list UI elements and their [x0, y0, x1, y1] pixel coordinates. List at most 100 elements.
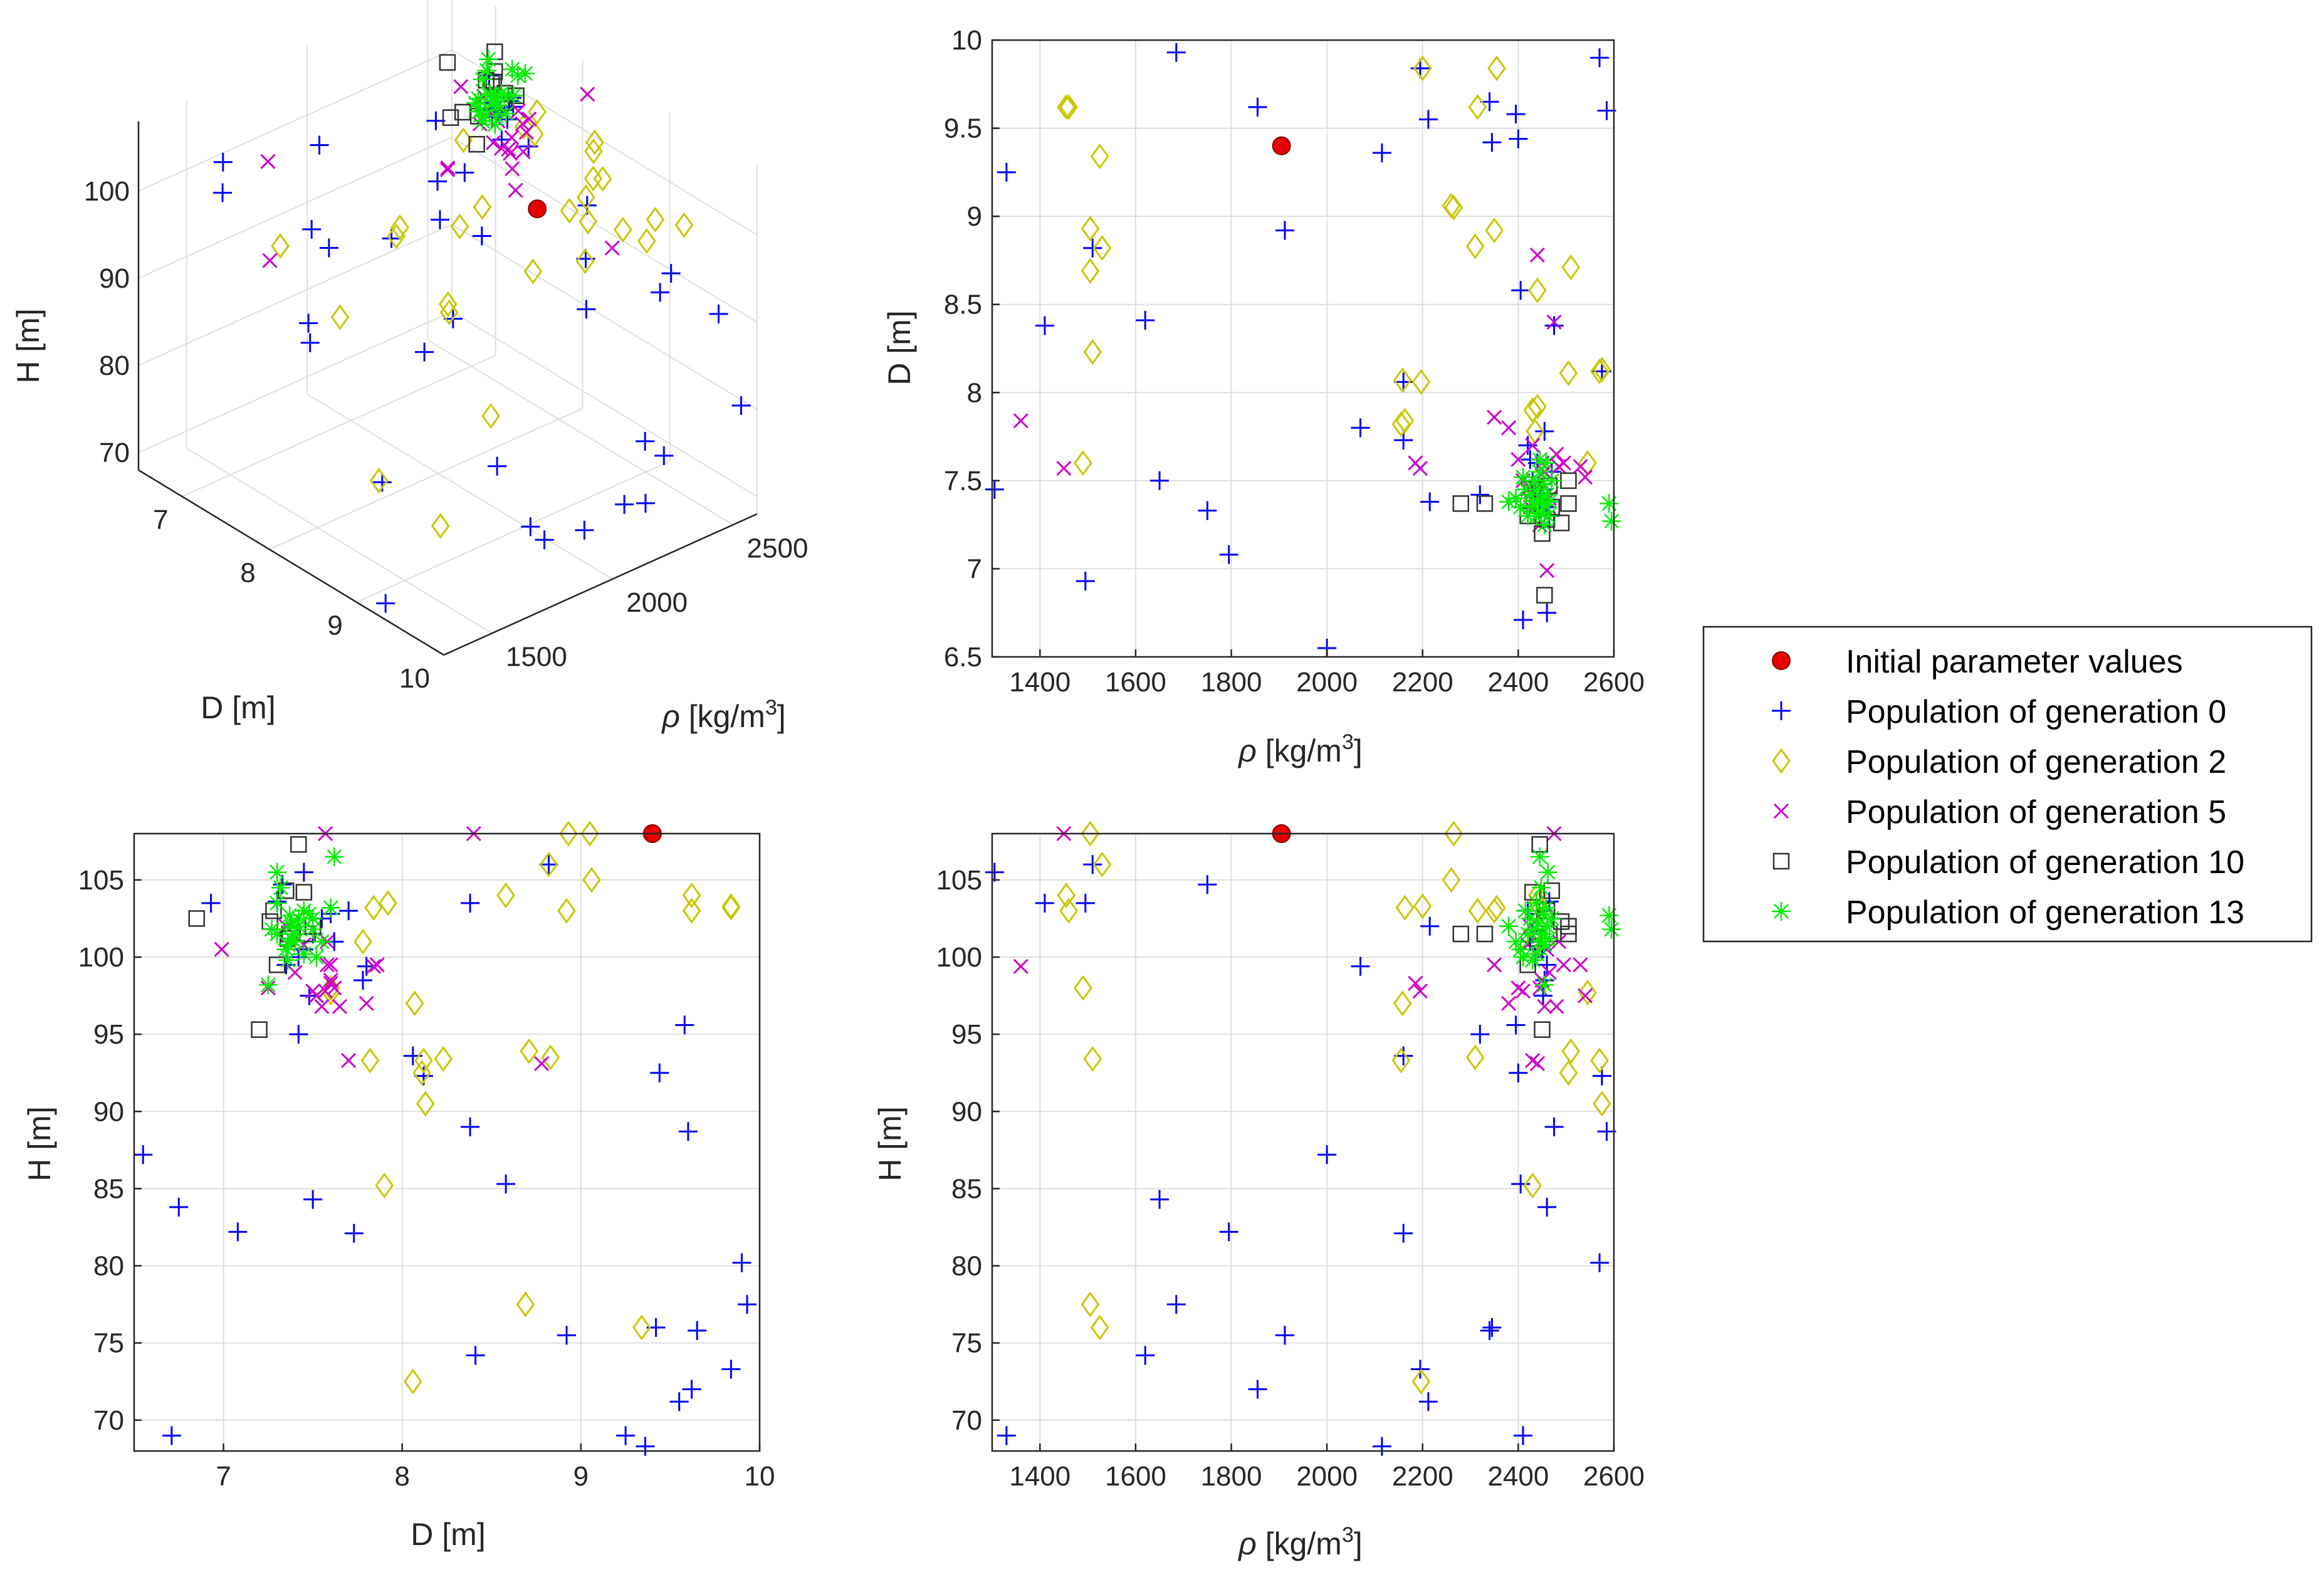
point-gen13 — [1527, 945, 1547, 964]
point-gen2 — [1059, 94, 1078, 120]
point-gen2 — [434, 1045, 453, 1072]
point-gen13 — [276, 940, 296, 959]
point-gen13 — [1511, 940, 1531, 959]
axis-rho — [443, 513, 758, 656]
point-3d-gen2 — [674, 212, 694, 238]
point-gen2 — [1074, 975, 1092, 1001]
point-3d-gen5 — [510, 103, 526, 118]
point-3d-gen0 — [535, 530, 554, 550]
point-gen0 — [997, 1426, 1016, 1445]
point-gen0 — [678, 1122, 698, 1141]
point-gen0 — [1150, 471, 1170, 490]
point-gen2 — [1487, 894, 1506, 921]
axes-box — [133, 832, 761, 1452]
point-gen2 — [1444, 820, 1463, 847]
point-gen5 — [1537, 998, 1552, 1014]
tick-label-y: 8 — [967, 377, 982, 408]
point-3d-gen13 — [479, 50, 498, 69]
point-gen13 — [1524, 919, 1543, 939]
point-gen13 — [1515, 901, 1535, 921]
point-gen13 — [1532, 503, 1551, 522]
point-3d-gen0 — [636, 493, 655, 513]
legend-marker-gen13 — [1772, 902, 1791, 921]
point-gen5 — [1013, 413, 1029, 429]
point-gen2 — [496, 882, 515, 909]
point-gen13 — [1534, 474, 1553, 494]
point-3d-gen5 — [508, 182, 523, 198]
point-3d-gen0 — [455, 163, 474, 182]
point-gen2 — [1092, 235, 1112, 261]
point-gen0 — [133, 1145, 153, 1165]
point-3d-gen0 — [428, 172, 448, 191]
point-3d-gen0 — [731, 396, 751, 416]
point-gen2 — [1393, 367, 1412, 394]
point-gen5 — [1551, 934, 1567, 950]
point-gen5 — [369, 957, 385, 973]
legend-marker-gen5 — [1773, 803, 1789, 819]
point-gen5 — [534, 1056, 550, 1071]
point-gen5 — [1412, 983, 1428, 999]
point-3d-gen0 — [213, 152, 233, 172]
point-gen2 — [1578, 450, 1597, 476]
point-gen0 — [1372, 143, 1391, 162]
point-gen13 — [1499, 916, 1519, 936]
point-3d-gen2 — [575, 248, 595, 275]
legend-label-gen0: Population of generation 0 — [1846, 694, 2226, 730]
point-gen0 — [1480, 1321, 1499, 1340]
tick-label-x: 2200 — [1392, 667, 1453, 698]
point-gen2 — [1081, 216, 1100, 242]
point-gen2 — [1057, 94, 1076, 120]
point-3d-gen5 — [521, 111, 537, 127]
point-3d-gen0 — [213, 183, 233, 202]
point-gen0 — [228, 1222, 248, 1242]
panel-rho-vs-h: 1400 1600 1800 2000 2200 2400 2600 70 75 80 85 90 95… — [872, 820, 1645, 1561]
point-gen2 — [1059, 898, 1078, 924]
point-3d-gen5 — [486, 135, 501, 150]
point-gen13 — [1530, 932, 1549, 951]
point-gen13 — [1535, 975, 1554, 995]
point-gen5 — [1501, 420, 1517, 436]
point-gen2 — [557, 898, 576, 924]
point-gen5 — [1412, 461, 1428, 476]
panel-d-h-xlabel: D [m] — [411, 1517, 485, 1552]
axes-box — [991, 39, 1615, 658]
point-gen13 — [1530, 450, 1549, 469]
point-gen0 — [461, 1117, 480, 1136]
point-gen13 — [1511, 498, 1531, 517]
point-gen2 — [632, 1314, 651, 1341]
point-gen2 — [1593, 1091, 1611, 1117]
point-gen2 — [1523, 397, 1542, 423]
point-gen5 — [1539, 563, 1555, 579]
point-gen0 — [738, 1295, 757, 1314]
point-gen0 — [636, 1437, 655, 1456]
grid-floor-d — [356, 460, 671, 603]
point-gen13 — [262, 919, 281, 939]
point-gen0 — [1394, 431, 1413, 450]
point-3d-gen13 — [466, 93, 485, 113]
point-3d-gen13 — [486, 91, 506, 110]
point-3d-gen5 — [505, 161, 520, 177]
point-3d-gen10 — [468, 135, 485, 153]
grid-wall-h — [138, 137, 453, 279]
point-3d-gen0 — [577, 300, 596, 319]
point-3d-gen0 — [415, 342, 434, 362]
point-gen2 — [721, 894, 741, 921]
point-gen13 — [281, 913, 301, 933]
point-gen5 — [1556, 455, 1571, 471]
point-gen10 — [290, 836, 307, 853]
point-gen5 — [1408, 975, 1423, 991]
point-gen13 — [303, 909, 323, 928]
grid-wall-h2 — [451, 224, 758, 410]
point-gen13 — [278, 950, 298, 970]
tick-label-y: 8.5 — [944, 290, 982, 320]
point-gen0 — [1470, 1025, 1490, 1044]
point-gen13 — [1518, 925, 1537, 944]
grid-wall-h2 — [451, 137, 758, 323]
point-gen0 — [1590, 48, 1610, 68]
point-3d-gen2 — [473, 194, 492, 220]
point-gen13 — [1532, 878, 1551, 898]
point-gen0 — [466, 1346, 485, 1365]
grid-floor-rho — [427, 339, 734, 526]
point-gen13 — [1599, 494, 1619, 513]
point-gen0 — [1511, 281, 1531, 300]
